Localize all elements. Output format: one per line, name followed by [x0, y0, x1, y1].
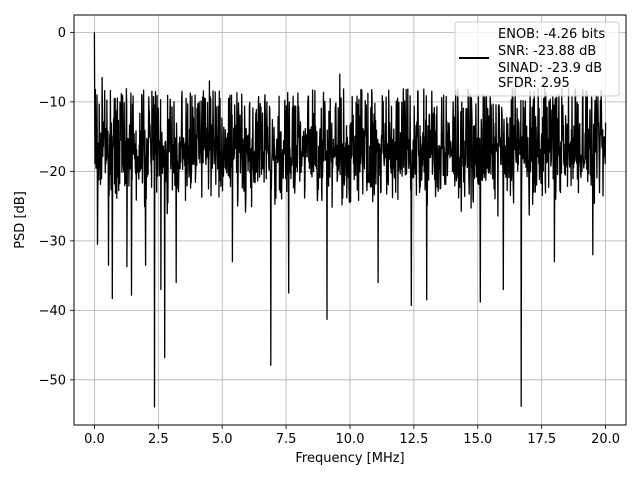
y-axis-label: PSD [dB]	[13, 191, 28, 249]
y-tick-label: −50	[39, 373, 66, 388]
legend-box	[454, 21, 620, 97]
y-tick-label: −10	[39, 95, 66, 110]
x-tick-label: 10.0	[336, 432, 365, 447]
x-tick-label: 15.0	[463, 432, 492, 447]
legend-entry-sinad: SINAD: -23.9 dB	[498, 61, 602, 76]
legend-entry-enob: ENOB: -4.26 bits	[498, 27, 605, 42]
x-tick-label: 7.5	[276, 432, 297, 447]
series-layer	[93, 32, 607, 408]
legend-entry-snr: SNR: -23.88 dB	[498, 44, 596, 59]
x-tick-label: 20.0	[591, 432, 620, 447]
x-tick-label: 2.5	[148, 432, 169, 447]
psd-series-line	[93, 32, 607, 408]
y-tick-label: −40	[39, 304, 66, 319]
x-tick-label: 17.5	[527, 432, 556, 447]
legend-entry-sfdr: SFDR: 2.95	[498, 76, 570, 91]
y-tick-label: 0	[58, 26, 66, 41]
x-tick-label: 5.0	[212, 432, 233, 447]
y-tick-label: −20	[39, 165, 66, 180]
x-axis-label: Frequency [MHz]	[295, 451, 404, 466]
y-tick-label: −30	[39, 234, 66, 249]
x-axis-ticks: 0.0 2.5 5.0 7.5 10.0 12.5 15.0 17.5 20.0	[84, 425, 620, 447]
x-tick-label: 12.5	[399, 432, 428, 447]
legend: ENOB: -4.26 bits SNR: -23.88 dB SINAD: -…	[454, 21, 620, 97]
x-tick-label: 0.0	[84, 432, 105, 447]
y-axis-ticks: 0 −10 −20 −30 −40 −50	[39, 26, 74, 388]
